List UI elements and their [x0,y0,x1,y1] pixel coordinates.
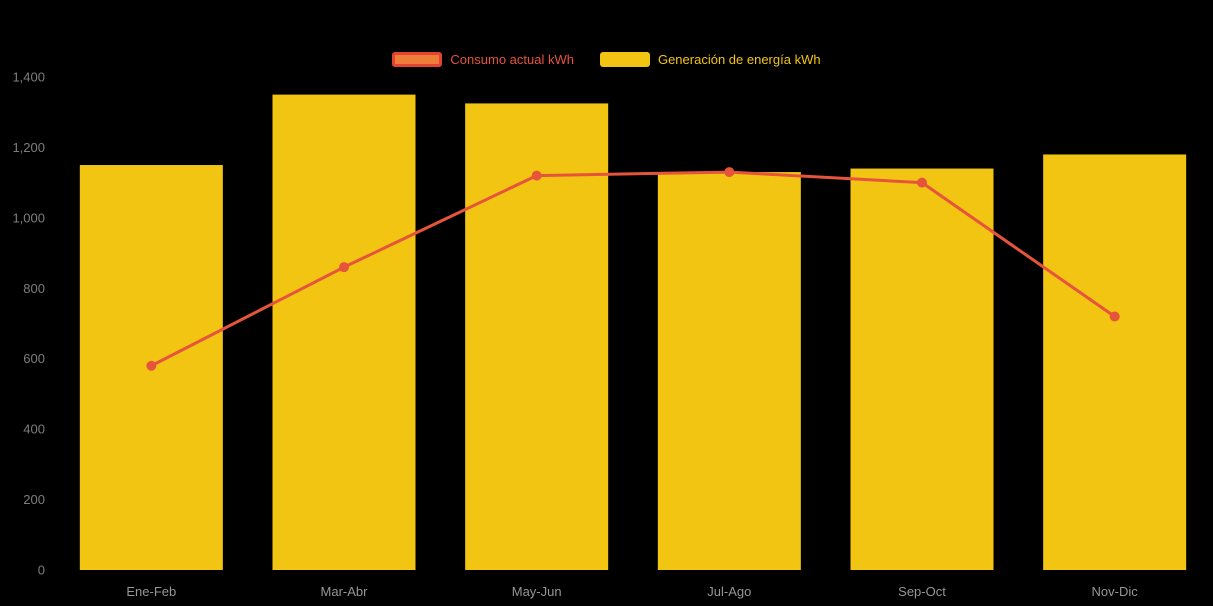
chart-legend: Consumo actual kWh Generación de energía… [0,52,1213,67]
x-axis-category-label: Jul-Ago [707,584,751,599]
y-axis-tick-label: 1,000 [12,210,45,225]
y-axis-tick-label: 1,400 [12,70,45,85]
y-axis-tick-label: 800 [23,281,45,296]
bar-generacion[interactable] [850,168,994,571]
x-axis-category-label: Mar-Abr [321,584,369,599]
x-axis-category-label: Sep-Oct [898,584,946,599]
x-axis-category-label: Ene-Feb [126,584,176,599]
legend-swatch-consumo-icon [392,52,443,67]
y-axis-tick-label: 600 [23,351,45,366]
y-axis-tick-label: 0 [38,563,45,578]
bar-generacion[interactable] [1043,154,1187,570]
legend-item-generacion[interactable]: Generación de energía kWh [599,52,821,67]
bar-generacion[interactable] [465,103,609,571]
x-axis-category-label: May-Jun [512,584,562,599]
x-axis-category-label: Nov-Dic [1092,584,1139,599]
line-marker-consumo[interactable] [917,177,927,188]
y-axis-tick-label: 200 [23,492,45,507]
line-marker-consumo[interactable] [1109,311,1120,322]
y-axis-tick-label: 400 [23,422,45,437]
legend-item-consumo[interactable]: Consumo actual kWh [392,52,574,67]
line-marker-consumo[interactable] [531,170,542,181]
legend-label-generacion: Generación de energía kWh [657,52,821,67]
line-marker-consumo[interactable] [724,167,735,178]
y-axis-tick-label: 1,200 [12,140,45,155]
legend-swatch-generacion-icon [599,52,650,67]
line-marker-consumo[interactable] [339,262,349,273]
legend-label-consumo: Consumo actual kWh [450,52,574,67]
bar-generacion[interactable] [657,172,801,571]
line-marker-consumo[interactable] [146,360,157,371]
bar-generacion[interactable] [272,94,416,570]
line-consumo [149,170,1117,368]
